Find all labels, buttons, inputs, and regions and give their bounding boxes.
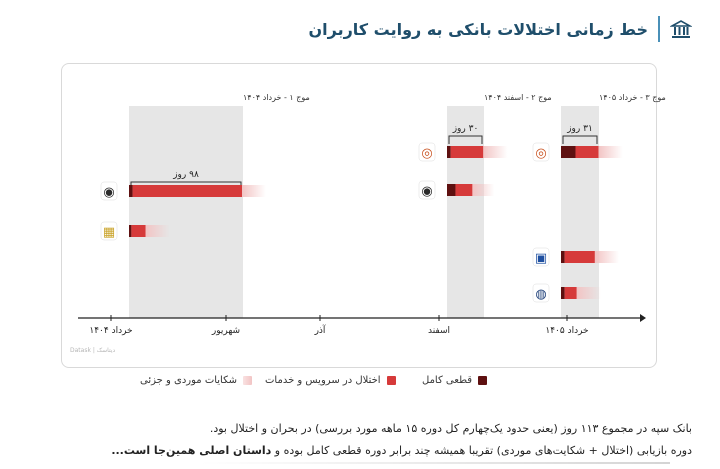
wave-3-label: موج ۳ - خرداد ۱۴۰۵ bbox=[599, 93, 666, 102]
bank-logo-saderat bbox=[532, 247, 550, 267]
legend-item-complaint: شکایات موردی و جزئی bbox=[140, 375, 253, 386]
bar-complaint-refah-w3 bbox=[576, 287, 601, 299]
bar-disruption-sepah-w2 bbox=[455, 184, 473, 196]
bar-outage-sepah-w2 bbox=[447, 184, 456, 196]
x-tick-label: اسفند bbox=[428, 326, 450, 336]
legend-swatch-complaint bbox=[243, 376, 253, 385]
wave-2-band bbox=[447, 106, 484, 318]
x-axis-arrow bbox=[640, 314, 646, 322]
bar-disruption-mellat-w2 bbox=[450, 146, 484, 158]
bank-logo-mellat bbox=[532, 142, 550, 162]
note-underline bbox=[200, 462, 670, 464]
header-accent-bar bbox=[658, 16, 660, 42]
bank-logo-sepah bbox=[418, 180, 436, 200]
wave-2-bracket bbox=[448, 135, 483, 144]
bar-complaint-mellat-w2 bbox=[483, 146, 508, 158]
bank-logo-mellat bbox=[418, 142, 436, 162]
bar-complaint-mellat-w3 bbox=[598, 146, 623, 158]
note-recovery: دوره بازیابی (اختلال + شکایت‌های موردی) … bbox=[12, 442, 692, 459]
wave-3-duration: ۳۱ روز bbox=[566, 124, 593, 134]
wave-2-label: موج ۲ - اسفند ۱۴۰۴ bbox=[484, 93, 552, 102]
wave-1-label: موج ۱ - خرداد ۱۴۰۴ bbox=[243, 93, 310, 102]
wave-3-band bbox=[561, 106, 599, 318]
bar-complaint-sepah-w1 bbox=[242, 185, 266, 197]
chart-legend: قطعی کامل اختلال در سرویس و خدمات شکایات… bbox=[140, 375, 550, 395]
pasargad-logo-icon: ▦ bbox=[103, 225, 115, 240]
page-header: خط زمانی اختلالات بانکی به روایت کاربران bbox=[308, 12, 692, 46]
page-title: خط زمانی اختلالات بانکی به روایت کاربران bbox=[308, 19, 648, 39]
bar-complaint-pasargad-w1 bbox=[145, 225, 170, 237]
refah-logo-icon: ◍ bbox=[535, 287, 546, 302]
bar-outage-pasargad-w1 bbox=[129, 225, 132, 237]
watermark: Datask | دیتاسک bbox=[70, 347, 115, 354]
bar-outage-mellat-w3 bbox=[561, 146, 576, 158]
bar-disruption-pasargad-w1 bbox=[131, 225, 146, 237]
legend-item-disruption: اختلال در سرویس و خدمات bbox=[265, 375, 396, 386]
bar-outage-saderat-w3 bbox=[561, 251, 565, 263]
legend-label-complaint: شکایات موردی و جزئی bbox=[140, 375, 238, 386]
x-tick-label: آذر bbox=[314, 324, 326, 336]
bar-outage-mellat-w2 bbox=[447, 146, 451, 158]
bar-outage-sepah-w1 bbox=[129, 185, 133, 197]
legend-item-outage: قطعی کامل bbox=[422, 375, 488, 386]
note-recovery-text: دوره بازیابی (اختلال + شکایت‌های موردی) … bbox=[271, 444, 692, 457]
bar-disruption-sepah-w1 bbox=[132, 185, 243, 197]
bank-logo-refah bbox=[532, 283, 550, 303]
bank-building-icon bbox=[670, 20, 692, 38]
saderat-logo-icon: ▣ bbox=[535, 251, 547, 266]
bank-logo-pasargad bbox=[100, 221, 118, 241]
wave-2-duration: ۳۰ روز bbox=[452, 124, 479, 134]
legend-swatch-outage bbox=[478, 376, 488, 385]
bank-logo-sepah bbox=[100, 181, 118, 201]
mellat-logo-icon: ◎ bbox=[535, 146, 546, 161]
wave-1-duration: ۹۸ روز bbox=[172, 170, 199, 180]
legend-swatch-disruption bbox=[386, 376, 396, 385]
bar-disruption-mellat-w3 bbox=[575, 146, 599, 158]
wave-3-bracket bbox=[562, 135, 598, 144]
bar-complaint-saderat-w3 bbox=[594, 251, 620, 263]
bar-complaint-sepah-w2 bbox=[472, 184, 495, 196]
sepah-logo-icon: ◉ bbox=[103, 185, 114, 200]
bar-outage-refah-w3 bbox=[561, 287, 565, 299]
legend-label-disruption: اختلال در سرویس و خدمات bbox=[265, 375, 381, 386]
note-sepah-total: بانک سپه در مجموع ۱۱۳ روز (یعنی حدود یک‌… bbox=[209, 422, 692, 435]
legend-label-outage: قطعی کامل bbox=[422, 375, 473, 386]
bar-disruption-refah-w3 bbox=[564, 287, 577, 299]
x-tick-label: شهریور bbox=[211, 326, 240, 336]
note-recovery-bold: داستان اصلی همین‌جا است... bbox=[111, 444, 272, 457]
wave-1-band bbox=[129, 106, 243, 318]
mellat-logo-icon: ◎ bbox=[421, 146, 432, 161]
sepah-logo-icon: ◉ bbox=[421, 184, 432, 199]
x-tick-label: خرداد ۱۴۰۵ bbox=[545, 326, 588, 336]
bar-disruption-saderat-w3 bbox=[564, 251, 595, 263]
x-tick-label: خرداد ۱۴۰۴ bbox=[89, 326, 132, 336]
